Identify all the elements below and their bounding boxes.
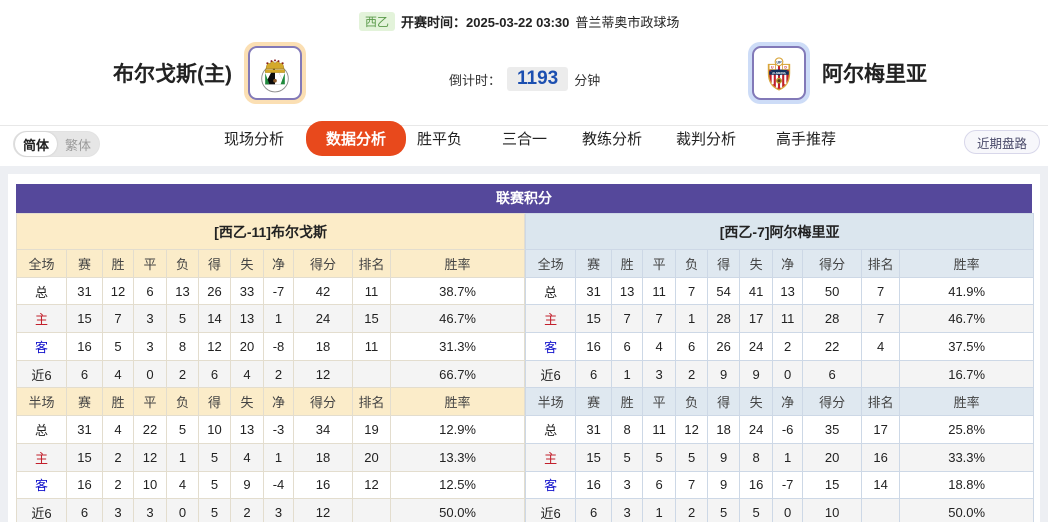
svg-text:UP: UP	[776, 60, 782, 64]
svg-text:ALMERIA: ALMERIA	[772, 71, 786, 75]
